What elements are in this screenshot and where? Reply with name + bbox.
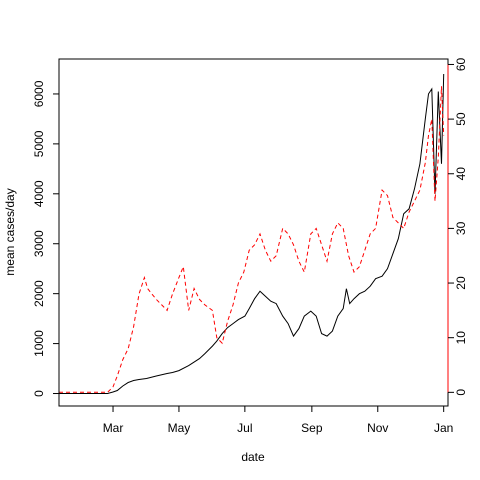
x-tick-label: Jan	[434, 421, 453, 435]
y2-tick-label: 30	[454, 221, 468, 235]
x-tick-label: Mar	[103, 421, 124, 435]
x-tick-label: Nov	[367, 421, 388, 435]
x-tick-label: May	[168, 421, 191, 435]
x-tick-label: Sep	[301, 421, 323, 435]
y2-tick-label: 50	[454, 112, 468, 126]
y-tick-label: 5000	[32, 130, 46, 157]
y2-tick-label: 10	[454, 331, 468, 345]
y2-tick-label: 0	[454, 389, 468, 396]
y-tick-label: 2000	[32, 280, 46, 307]
y2-tick-label: 60	[454, 57, 468, 71]
y2-tick-label: 40	[454, 167, 468, 181]
y-tick-label: 3000	[32, 230, 46, 257]
y-tick-label: 6000	[32, 80, 46, 107]
y-axis-title: mean cases/day	[3, 188, 17, 275]
y2-tick-label: 20	[454, 276, 468, 290]
x-axis-title: date	[241, 450, 265, 464]
y-tick-label: 1000	[32, 330, 46, 357]
x-tick-label: Jul	[237, 421, 252, 435]
y-tick-label: 4000	[32, 180, 46, 207]
y-tick-label: 0	[32, 390, 46, 397]
